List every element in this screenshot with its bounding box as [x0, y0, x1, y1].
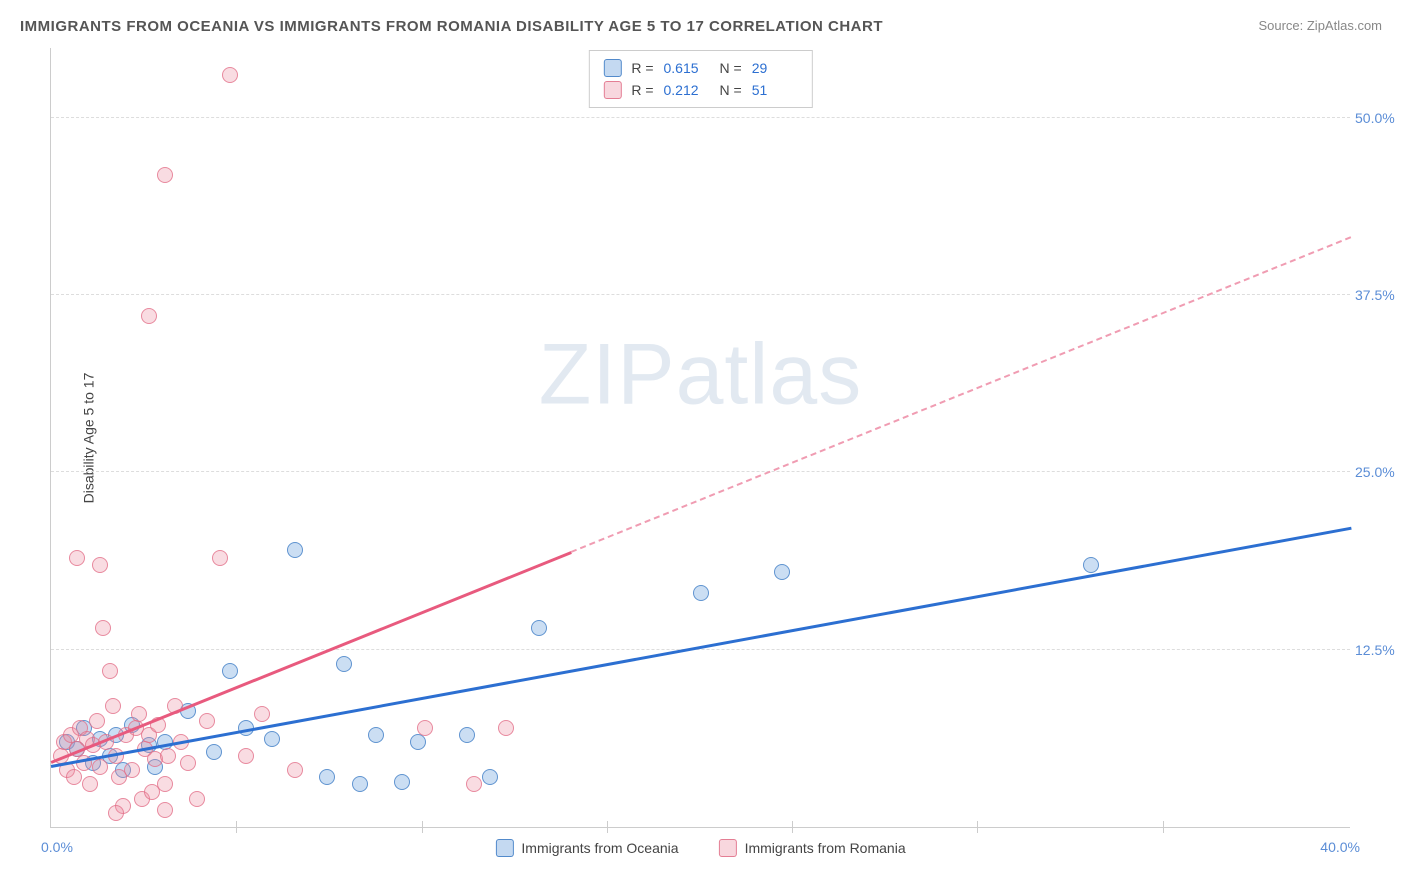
gridline [51, 471, 1350, 472]
point-romania [180, 755, 196, 771]
series-legend: Immigrants from Oceania Immigrants from … [495, 839, 905, 857]
point-romania [160, 748, 176, 764]
r-value-romania: 0.212 [664, 82, 710, 98]
x-tick-mark [1163, 821, 1164, 833]
swatch-pink-icon [603, 81, 621, 99]
point-oceania [1083, 557, 1099, 573]
point-romania [82, 776, 98, 792]
point-romania [108, 805, 124, 821]
point-romania [222, 67, 238, 83]
point-oceania [264, 731, 280, 747]
r-value-oceania: 0.615 [664, 60, 710, 76]
r-label: R = [631, 82, 653, 98]
point-romania [102, 663, 118, 679]
legend-row-romania: R = 0.212 N = 51 [603, 79, 797, 101]
trend-line-romania-solid [51, 551, 572, 763]
n-value-romania: 51 [752, 82, 798, 98]
point-romania [105, 698, 121, 714]
x-axis-max-label: 40.0% [1320, 839, 1360, 855]
point-romania [89, 713, 105, 729]
point-romania [466, 776, 482, 792]
n-label: N = [720, 82, 742, 98]
legend-item-oceania: Immigrants from Oceania [495, 839, 678, 857]
point-oceania [531, 620, 547, 636]
point-oceania [336, 656, 352, 672]
n-label: N = [720, 60, 742, 76]
point-romania [92, 557, 108, 573]
point-romania [66, 769, 82, 785]
y-tick-label: 50.0% [1355, 110, 1405, 126]
point-oceania [319, 769, 335, 785]
point-oceania [394, 774, 410, 790]
trend-line-oceania [51, 527, 1351, 768]
legend-row-oceania: R = 0.615 N = 29 [603, 57, 797, 79]
x-tick-mark [236, 821, 237, 833]
gridline [51, 649, 1350, 650]
watermark-thin: atlas [676, 327, 863, 423]
point-romania [131, 706, 147, 722]
point-romania [92, 759, 108, 775]
legend-label-oceania: Immigrants from Oceania [521, 840, 678, 856]
swatch-blue-icon [495, 839, 513, 857]
point-romania [124, 762, 140, 778]
x-tick-mark [792, 821, 793, 833]
point-oceania [459, 727, 475, 743]
swatch-pink-icon [719, 839, 737, 857]
swatch-blue-icon [603, 59, 621, 77]
point-romania [157, 167, 173, 183]
point-romania [287, 762, 303, 778]
legend-label-romania: Immigrants from Romania [745, 840, 906, 856]
watermark-bold: ZIP [539, 327, 676, 423]
source-attribution: Source: ZipAtlas.com [1258, 18, 1382, 33]
point-romania [189, 791, 205, 807]
correlation-legend: R = 0.615 N = 29 R = 0.212 N = 51 [588, 50, 812, 108]
point-oceania [482, 769, 498, 785]
point-romania [95, 620, 111, 636]
point-romania [157, 776, 173, 792]
x-tick-mark [977, 821, 978, 833]
x-tick-mark [422, 821, 423, 833]
point-romania [417, 720, 433, 736]
y-tick-label: 25.0% [1355, 464, 1405, 480]
point-oceania [693, 585, 709, 601]
trend-line-romania-dashed [571, 237, 1352, 554]
x-tick-mark [607, 821, 608, 833]
point-romania [254, 706, 270, 722]
point-oceania [222, 663, 238, 679]
point-oceania [774, 564, 790, 580]
gridline [51, 294, 1350, 295]
chart-title: IMMIGRANTS FROM OCEANIA VS IMMIGRANTS FR… [20, 18, 883, 35]
correlation-chart: IMMIGRANTS FROM OCEANIA VS IMMIGRANTS FR… [0, 0, 1406, 892]
point-oceania [368, 727, 384, 743]
point-romania [69, 550, 85, 566]
point-romania [212, 550, 228, 566]
r-label: R = [631, 60, 653, 76]
watermark: ZIPatlas [539, 326, 862, 425]
point-romania [498, 720, 514, 736]
plot-area: Disability Age 5 to 17 ZIPatlas 12.5%25.… [50, 48, 1350, 828]
point-oceania [287, 542, 303, 558]
point-romania [238, 748, 254, 764]
point-oceania [352, 776, 368, 792]
y-axis-label: Disability Age 5 to 17 [80, 372, 96, 503]
point-oceania [410, 734, 426, 750]
point-romania [141, 308, 157, 324]
x-axis-origin-label: 0.0% [41, 839, 73, 855]
y-tick-label: 12.5% [1355, 642, 1405, 658]
point-romania [199, 713, 215, 729]
y-tick-label: 37.5% [1355, 287, 1405, 303]
legend-item-romania: Immigrants from Romania [719, 839, 906, 857]
point-romania [157, 802, 173, 818]
gridline [51, 117, 1350, 118]
point-oceania [206, 744, 222, 760]
n-value-oceania: 29 [752, 60, 798, 76]
